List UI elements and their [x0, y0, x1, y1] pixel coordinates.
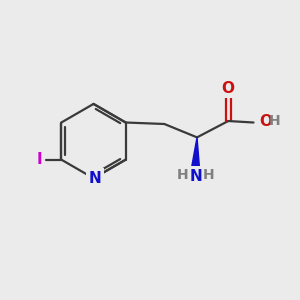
Text: H: H — [176, 167, 188, 182]
Text: I: I — [36, 152, 42, 167]
Polygon shape — [192, 137, 200, 167]
Text: N: N — [189, 169, 202, 184]
Text: O: O — [259, 113, 272, 128]
Text: O: O — [222, 81, 235, 96]
Text: H: H — [203, 167, 215, 182]
Text: H: H — [269, 114, 281, 128]
Text: N: N — [88, 171, 101, 186]
